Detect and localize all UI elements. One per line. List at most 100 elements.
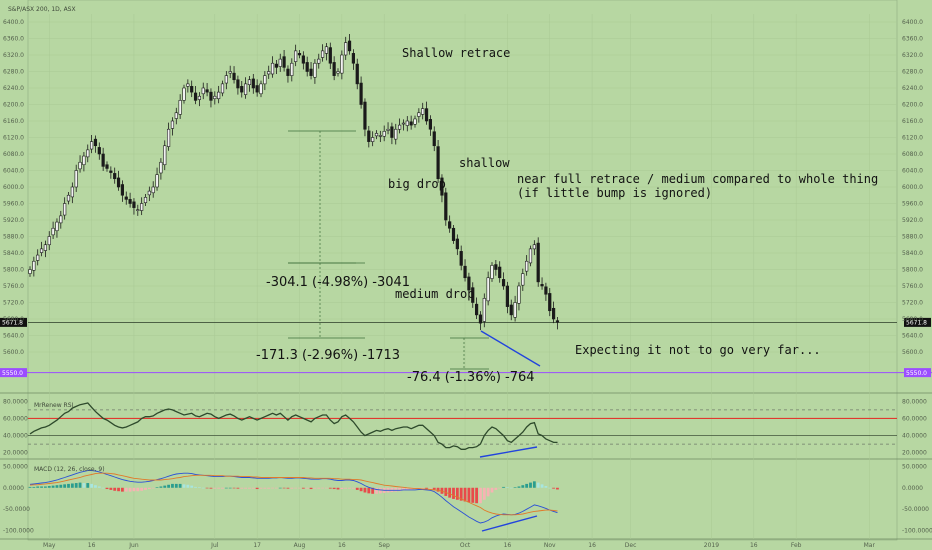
macd-histogram-bar — [355, 487, 359, 490]
candle-up — [482, 298, 486, 322]
candle-up — [32, 260, 36, 271]
candle-up — [55, 221, 59, 232]
candle-down — [548, 293, 552, 312]
price-tick-right: 5840.0 — [902, 250, 923, 257]
measure-label-1: -304.1 (-4.98%) -3041 — [266, 275, 410, 290]
candle-down — [286, 68, 290, 76]
price-tick-right: 5600.0 — [902, 349, 923, 356]
price-tick-left: 5880.0 — [3, 234, 24, 241]
price-tick-left: 6320.0 — [3, 52, 24, 59]
macd-histogram-bar — [421, 487, 425, 489]
macd-histogram-bar — [278, 487, 282, 489]
candle-up — [267, 71, 271, 75]
candle-up — [163, 145, 167, 166]
macd-histogram-bar — [432, 487, 436, 490]
time-tick: Oct — [460, 542, 471, 549]
time-tick: Dec — [625, 542, 637, 549]
candle-down — [116, 177, 121, 188]
macd-histogram-bar — [328, 487, 332, 489]
candle-up — [70, 186, 74, 198]
time-tick: Mar — [864, 542, 876, 549]
rsi-label: MrRenew RSI — [34, 402, 74, 409]
macd-histogram-bar — [190, 485, 194, 488]
macd-histogram-bar — [540, 484, 544, 488]
candle-down — [128, 199, 132, 204]
price-tick-right: 6360.0 — [902, 36, 923, 43]
candle-down — [124, 196, 128, 200]
time-tick: 2019 — [704, 542, 719, 549]
macd-histogram-bar — [525, 483, 529, 488]
candle-down — [105, 164, 109, 169]
candle-down — [444, 192, 448, 221]
macd-histogram-bar — [313, 487, 317, 489]
candle-down — [501, 279, 506, 287]
macd-histogram-bar — [267, 487, 271, 489]
price-tick-right: 5800.0 — [902, 267, 923, 274]
annotation-shallow-retrace: Shallow retrace — [402, 46, 510, 60]
candle-up — [401, 122, 406, 125]
candle-up — [159, 161, 163, 174]
price-tick-left: 6200.0 — [3, 102, 24, 109]
macd-divergence-line — [481, 515, 538, 532]
candle-up — [66, 194, 71, 202]
time-tick: 16 — [504, 542, 512, 549]
macd-histogram-bar — [448, 487, 452, 498]
macd-histogram-bar — [105, 487, 109, 490]
price-tick-right: 6080.0 — [902, 151, 923, 158]
price-tick-right: 6400.0 — [902, 19, 923, 26]
candle-up — [167, 128, 171, 147]
candle-down — [101, 153, 105, 167]
candle-down — [255, 85, 259, 93]
candle-up — [417, 112, 421, 117]
candle-down — [551, 307, 556, 320]
candle-up — [147, 190, 151, 196]
macd-histogram-bar — [124, 487, 128, 492]
macd-histogram-bar — [467, 487, 471, 503]
candle-down — [109, 170, 113, 173]
candle-up — [259, 83, 263, 95]
candle-down — [93, 138, 98, 147]
candle-down — [544, 286, 548, 295]
candle-down — [540, 284, 544, 287]
macd-histogram-bar — [121, 487, 124, 492]
macd-histogram-bar — [425, 487, 428, 489]
macd-tick-left: 0.0000 — [3, 485, 24, 492]
candle-up — [155, 174, 159, 188]
macd-histogram-bar — [97, 486, 101, 488]
candle-up — [174, 112, 178, 119]
price-tick-left: 5680.0 — [3, 316, 24, 323]
candle-up — [247, 79, 252, 85]
current-price-tag-right-bg — [904, 317, 931, 327]
macd-histogram-bar — [40, 486, 43, 488]
candle-up — [224, 75, 228, 84]
candle-down — [459, 251, 463, 266]
macd-histogram-bar — [136, 487, 140, 492]
macd-histogram-bar — [321, 487, 324, 489]
macd-histogram-bar — [244, 487, 247, 489]
macd-histogram-bar — [263, 487, 267, 489]
macd-histogram-bar — [305, 487, 309, 489]
macd-histogram-bar — [198, 487, 201, 488]
rsi-line — [29, 402, 558, 450]
candle-down — [509, 304, 513, 316]
time-tick: 16 — [338, 542, 346, 549]
macd-histogram-bar — [444, 487, 448, 496]
macd-histogram-bar — [375, 487, 378, 494]
candle-down — [436, 146, 440, 180]
support-tag-right: 5550.0 — [906, 370, 927, 377]
macd-histogram-bar — [529, 482, 532, 488]
macd-histogram-bar — [532, 481, 536, 488]
macd-tick-right: 50.0000 — [902, 463, 927, 470]
candle-down — [428, 119, 433, 130]
macd-histogram-bar — [217, 487, 221, 489]
macd-histogram-bar — [286, 487, 290, 489]
candle-up — [263, 75, 267, 85]
candle-up — [59, 215, 63, 224]
macd-histogram-bar — [517, 486, 521, 488]
macd-histogram-bar — [479, 487, 482, 504]
candle-down — [363, 101, 367, 130]
macd-histogram-bar — [486, 487, 490, 497]
macd-histogram-bar — [144, 487, 147, 490]
macd-histogram-bar — [151, 487, 155, 489]
